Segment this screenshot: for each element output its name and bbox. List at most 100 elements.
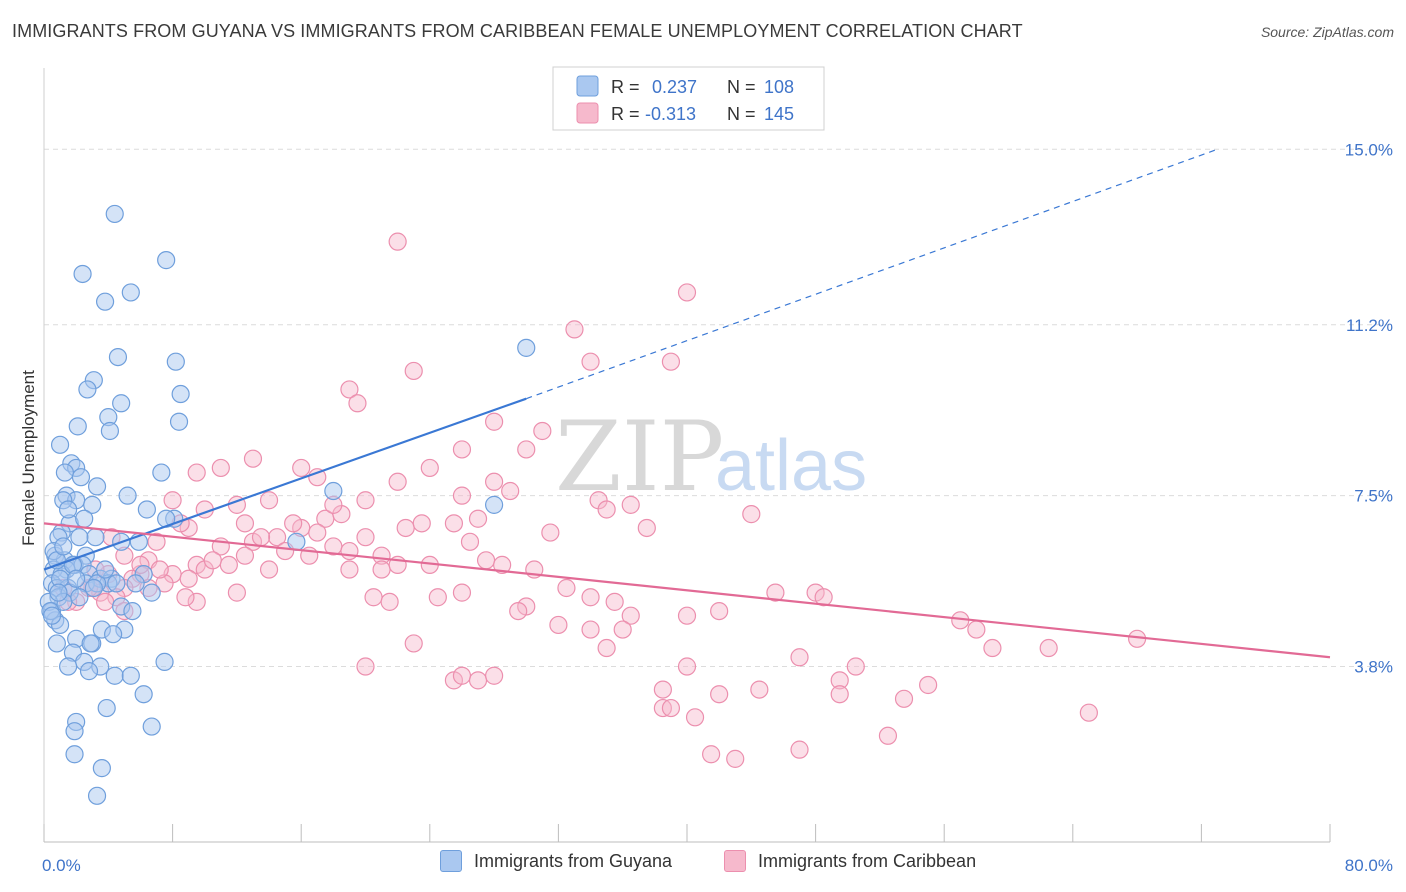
caribbean-point: [621, 606, 640, 625]
caribbean-point: [219, 555, 238, 575]
guyana-point: [155, 652, 174, 671]
caribbean-point: [919, 675, 938, 695]
legend-r-value: -0.313: [645, 104, 696, 124]
series-legend: Immigrants from Guyana Immigrants from C…: [0, 850, 1406, 880]
axes: [43, 68, 1331, 843]
guyana-point: [70, 528, 89, 547]
caribbean-point: [766, 583, 785, 602]
caribbean-point: [468, 509, 488, 528]
caribbean-point: [396, 518, 415, 538]
guyana-point: [287, 532, 306, 551]
legend-r-label: R =: [611, 77, 640, 97]
caribbean-point: [420, 458, 439, 478]
guyana-point: [55, 463, 74, 482]
caribbean-point: [211, 458, 230, 478]
caribbean-point: [637, 518, 656, 538]
y-tick-labels: 15.0% 11.2% 7.5% 3.8%: [1345, 140, 1393, 676]
x-tick-label: 80.0%: [1345, 856, 1393, 875]
caribbean-point: [661, 698, 681, 718]
caribbean-point: [364, 588, 383, 607]
caribbean-point: [308, 468, 327, 487]
caribbean-point: [412, 514, 431, 533]
caribbean-point: [404, 361, 423, 381]
guyana-point: [47, 634, 66, 653]
guyana-point: [54, 537, 73, 556]
caribbean-point: [493, 555, 512, 575]
caribbean-point: [348, 394, 367, 413]
caribbean-point: [878, 726, 898, 745]
caribbean-point: [460, 532, 480, 551]
guyana-point: [49, 583, 68, 602]
legend-n-value: 145: [764, 104, 794, 124]
caribbean-point: [549, 615, 568, 635]
caribbean-point: [235, 546, 255, 565]
guyana-point: [121, 283, 140, 302]
caribbean-point: [340, 541, 359, 561]
legend-r-label: R =: [611, 104, 640, 124]
guyana-point: [67, 569, 86, 588]
legend-n-label: N =: [727, 104, 756, 124]
caribbean-point: [356, 657, 375, 676]
caribbean-point: [388, 232, 407, 251]
guyana-point: [107, 574, 126, 593]
guyana-point: [71, 468, 91, 487]
caribbean-point: [710, 685, 729, 704]
caribbean-point: [533, 421, 552, 441]
guyana-point: [65, 745, 84, 764]
caribbean-point: [428, 588, 447, 607]
caribbean-point: [983, 638, 1002, 658]
guyana-point: [95, 292, 115, 311]
caribbean-point: [685, 708, 705, 727]
guyana-point: [42, 606, 62, 625]
legend-item-caribbean[interactable]: Immigrants from Caribbean: [724, 850, 976, 872]
watermark-atlas: atlas: [715, 426, 867, 506]
caribbean-point: [581, 588, 600, 607]
watermark: ZIP atlas: [555, 401, 867, 513]
guyana-point: [485, 495, 504, 514]
trend-lines: [43, 148, 1331, 659]
guyana-point: [84, 578, 103, 598]
caribbean-point: [203, 551, 222, 570]
y-tick-label: 3.8%: [1354, 658, 1393, 677]
caribbean-point: [517, 440, 536, 459]
caribbean-point: [251, 528, 271, 547]
caribbean-point: [750, 680, 769, 699]
y-tick-label: 11.2%: [1346, 316, 1393, 335]
guyana-point: [104, 625, 123, 644]
y-axis-label: Female Unemployment: [19, 370, 38, 546]
caribbean-point: [95, 592, 115, 611]
caribbean-point: [179, 569, 198, 588]
caribbean-point: [581, 620, 600, 639]
guyana-point: [59, 657, 78, 676]
caribbean-point: [677, 606, 697, 625]
caribbean-point: [444, 514, 464, 533]
caribbean-point: [485, 412, 504, 431]
guyana-point: [79, 662, 99, 681]
guyana-point: [324, 481, 343, 501]
legend-item-guyana[interactable]: Immigrants from Guyana: [440, 850, 672, 872]
caribbean-point: [677, 283, 697, 302]
guyana-point: [68, 417, 87, 436]
caribbean-point: [967, 620, 986, 639]
series-guyana-points: [39, 204, 536, 805]
guyana-point: [75, 509, 94, 528]
caribbean-point: [894, 689, 914, 708]
guyana-point: [171, 384, 190, 404]
caribbean-point: [452, 440, 472, 459]
caribbean-point: [485, 472, 504, 491]
guyana-point: [123, 601, 142, 621]
caribbean-point: [452, 583, 472, 602]
caribbean-point: [163, 491, 182, 510]
caribbean-point: [621, 495, 640, 514]
guyana-trend-extension: [526, 148, 1218, 400]
caribbean-point: [726, 749, 745, 768]
guyana-point: [100, 421, 120, 441]
caribbean-point: [742, 505, 761, 524]
guyana-point: [517, 338, 536, 357]
caribbean-point: [227, 583, 246, 602]
caribbean-point: [613, 620, 632, 639]
guyana-point: [142, 717, 161, 736]
guyana-point: [112, 394, 131, 413]
guyana-point: [118, 486, 137, 505]
caribbean-point: [501, 481, 520, 501]
